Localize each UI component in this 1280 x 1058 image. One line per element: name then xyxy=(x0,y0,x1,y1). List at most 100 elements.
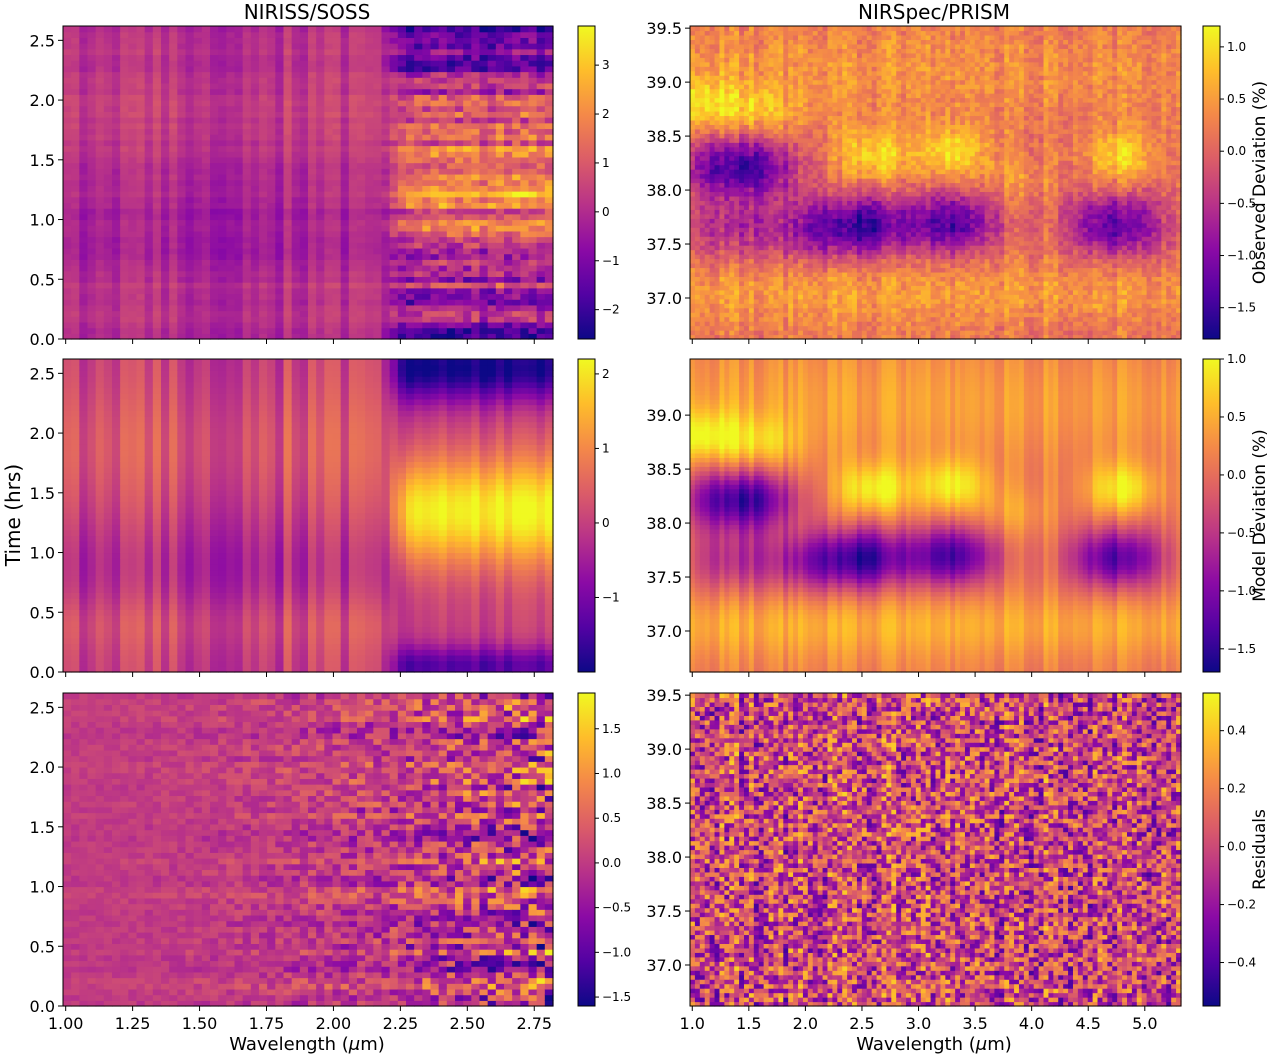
left-column-title: NIRISS/SOSS xyxy=(244,0,371,24)
colorbar-tick-label: −0.2 xyxy=(1227,898,1256,912)
x-axis-label-left: Wavelength (μm) xyxy=(229,1034,385,1055)
colorbar-tick-label: −1 xyxy=(602,254,620,268)
colorbar-tick-label: −2 xyxy=(602,303,620,317)
colorbar xyxy=(1203,26,1220,339)
y-tick-label: 1.0 xyxy=(30,544,55,563)
colorbar-tick-label: 0.4 xyxy=(1227,724,1246,738)
y-tick-label: 2.5 xyxy=(30,31,55,50)
y-tick-label: 1.5 xyxy=(30,818,55,837)
y-tick-label: 0.5 xyxy=(30,270,55,289)
colorbar-tick-label: 1.0 xyxy=(1227,352,1246,366)
y-tick-label: 37.0 xyxy=(646,289,682,308)
y-tick-label: 1.0 xyxy=(30,211,55,230)
colorbar-tick-label: 0.5 xyxy=(1227,92,1246,106)
x-tick-label: 2.25 xyxy=(383,1014,419,1033)
heatmap-cells xyxy=(63,359,554,673)
x-tick-label: 2.75 xyxy=(516,1014,552,1033)
y-tick-label: 1.0 xyxy=(30,878,55,897)
panel-row2-left: 0.0 0.5 1.0 1.5 2.0 2.5 2 1 0 −1 xyxy=(30,359,620,682)
x-axis-label-right: Wavelength (μm) xyxy=(856,1034,1012,1055)
colorbar xyxy=(578,26,595,339)
y-tick-label: 2.0 xyxy=(30,91,55,110)
x-tick-label: 3.5 xyxy=(962,1014,987,1033)
y-tick-label: 37.5 xyxy=(646,235,682,254)
x-tick-label: 4.0 xyxy=(1019,1014,1044,1033)
colorbar-tick-label: 0 xyxy=(602,205,610,219)
colorbar-label: Observed Deviation (%) xyxy=(1250,81,1270,284)
colorbar-tick-label: −1.5 xyxy=(1227,642,1256,656)
y-tick-label: 37.0 xyxy=(646,956,682,975)
y-tick-label: 39.0 xyxy=(646,73,682,92)
x-tick-label: 1.5 xyxy=(736,1014,761,1033)
colorbar-tick-label: 1.5 xyxy=(602,722,621,736)
x-tick-label: 1.75 xyxy=(249,1014,285,1033)
y-tick-label: 2.0 xyxy=(30,758,55,777)
y-tick-label: 37.5 xyxy=(646,902,682,921)
colorbar-label: Residuals xyxy=(1250,809,1270,890)
y-tick-label: 2.0 xyxy=(30,424,55,443)
y-tick-label: 0.0 xyxy=(30,330,55,349)
heatmap-cells xyxy=(63,693,554,1007)
panel-row1-right: 37.037.538.038.539.039.51.00.50.0−0.5−1.… xyxy=(646,19,1270,344)
colorbar-tick-label: −0.5 xyxy=(602,901,631,915)
colorbar xyxy=(1203,359,1220,672)
x-tick-label: 2.00 xyxy=(316,1014,352,1033)
panel-row2-right: 37.037.538.038.539.01.00.50.0−0.5−1.0−1.… xyxy=(646,352,1270,677)
y-tick-label: 1.5 xyxy=(30,484,55,503)
right-column-title: NIRSpec/PRISM xyxy=(858,0,1010,24)
colorbar-tick-label: 0.5 xyxy=(1227,410,1246,424)
colorbar-tick-label: 0.5 xyxy=(602,811,621,825)
y-tick-label: 2.5 xyxy=(30,364,55,383)
colorbar-tick-label: 0 xyxy=(602,516,610,530)
x-tick-label: 1.0 xyxy=(680,1014,705,1033)
y-tick-label: 37.0 xyxy=(646,622,682,641)
colorbar-tick-label: 0.0 xyxy=(1227,144,1246,158)
colorbar xyxy=(1203,693,1220,1006)
colorbar-tick-label: 1.0 xyxy=(1227,40,1246,54)
colorbar-tick-label: −0.4 xyxy=(1227,956,1256,970)
y-tick-label: 39.5 xyxy=(646,686,682,705)
x-tick-label: 2.5 xyxy=(849,1014,874,1033)
colorbar-tick-label: 0.0 xyxy=(602,856,621,870)
colorbar-label: Model Deviation (%) xyxy=(1250,429,1270,602)
y-tick-label: 1.5 xyxy=(30,151,55,170)
y-tick-label: 38.0 xyxy=(646,181,682,200)
colorbar-tick-label: 1 xyxy=(602,156,610,170)
colorbar-tick-label: 1 xyxy=(602,441,610,455)
y-tick-label: 38.0 xyxy=(646,848,682,867)
y-tick-label: 2.5 xyxy=(30,698,55,717)
colorbar xyxy=(578,359,595,672)
x-tick-label: 4.5 xyxy=(1076,1014,1101,1033)
panel-row3-right: 37.037.538.038.539.039.51.0 1.5 2.0 2.5 3.0 3… xyxy=(646,686,1270,1033)
heatmap-cells xyxy=(63,26,554,340)
panel-row3-left: 0.00.51.01.52.02.51.00 1.25 1.50 1.75 2.00 2.… xyxy=(30,693,632,1033)
x-tick-label: 1.25 xyxy=(115,1014,151,1033)
colorbar-tick-label: 0.0 xyxy=(1227,840,1246,854)
heatmap-cells xyxy=(690,26,1182,340)
x-tick-label: 3.0 xyxy=(906,1014,931,1033)
heatmap-cells xyxy=(690,359,1182,673)
y-tick-label: 39.0 xyxy=(646,406,682,425)
colorbar-tick-label: 0.2 xyxy=(1227,782,1246,796)
colorbar-tick-label: 1.0 xyxy=(602,766,621,780)
y-tick-label: 0.5 xyxy=(30,603,55,622)
colorbar-tick-label: −1.5 xyxy=(1227,301,1256,315)
x-tick-label: 5.0 xyxy=(1132,1014,1157,1033)
y-tick-label: 38.5 xyxy=(646,127,682,146)
y-tick-label: 38.0 xyxy=(646,514,682,533)
y-tick-label: 38.5 xyxy=(646,794,682,813)
colorbar-tick-label: 2 xyxy=(602,107,610,121)
x-tick-label: 2.50 xyxy=(450,1014,486,1033)
y-tick-label: 37.5 xyxy=(646,568,682,587)
y-tick-label: 0.0 xyxy=(30,663,55,682)
colorbar xyxy=(578,693,595,1006)
y-tick-label: 39.0 xyxy=(646,740,682,759)
colorbar-tick-label: 0.0 xyxy=(1227,468,1246,482)
heatmap-cells xyxy=(690,693,1182,1007)
colorbar-tick-label: −1 xyxy=(602,590,620,604)
colorbar-tick-label: 2 xyxy=(602,367,610,381)
y-tick-label: 39.5 xyxy=(646,19,682,38)
x-tick-label: 1.50 xyxy=(182,1014,218,1033)
